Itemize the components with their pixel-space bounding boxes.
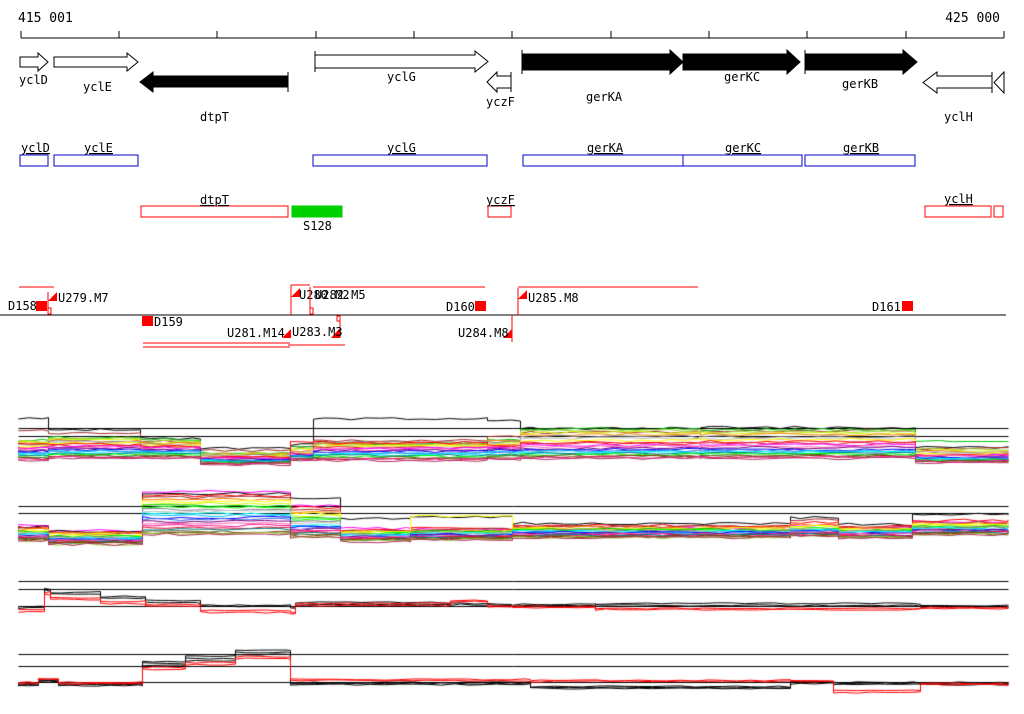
ruler-start-coordinate: 415 001 xyxy=(18,11,73,26)
ruler-end-coordinate: 425 000 xyxy=(945,11,1000,26)
